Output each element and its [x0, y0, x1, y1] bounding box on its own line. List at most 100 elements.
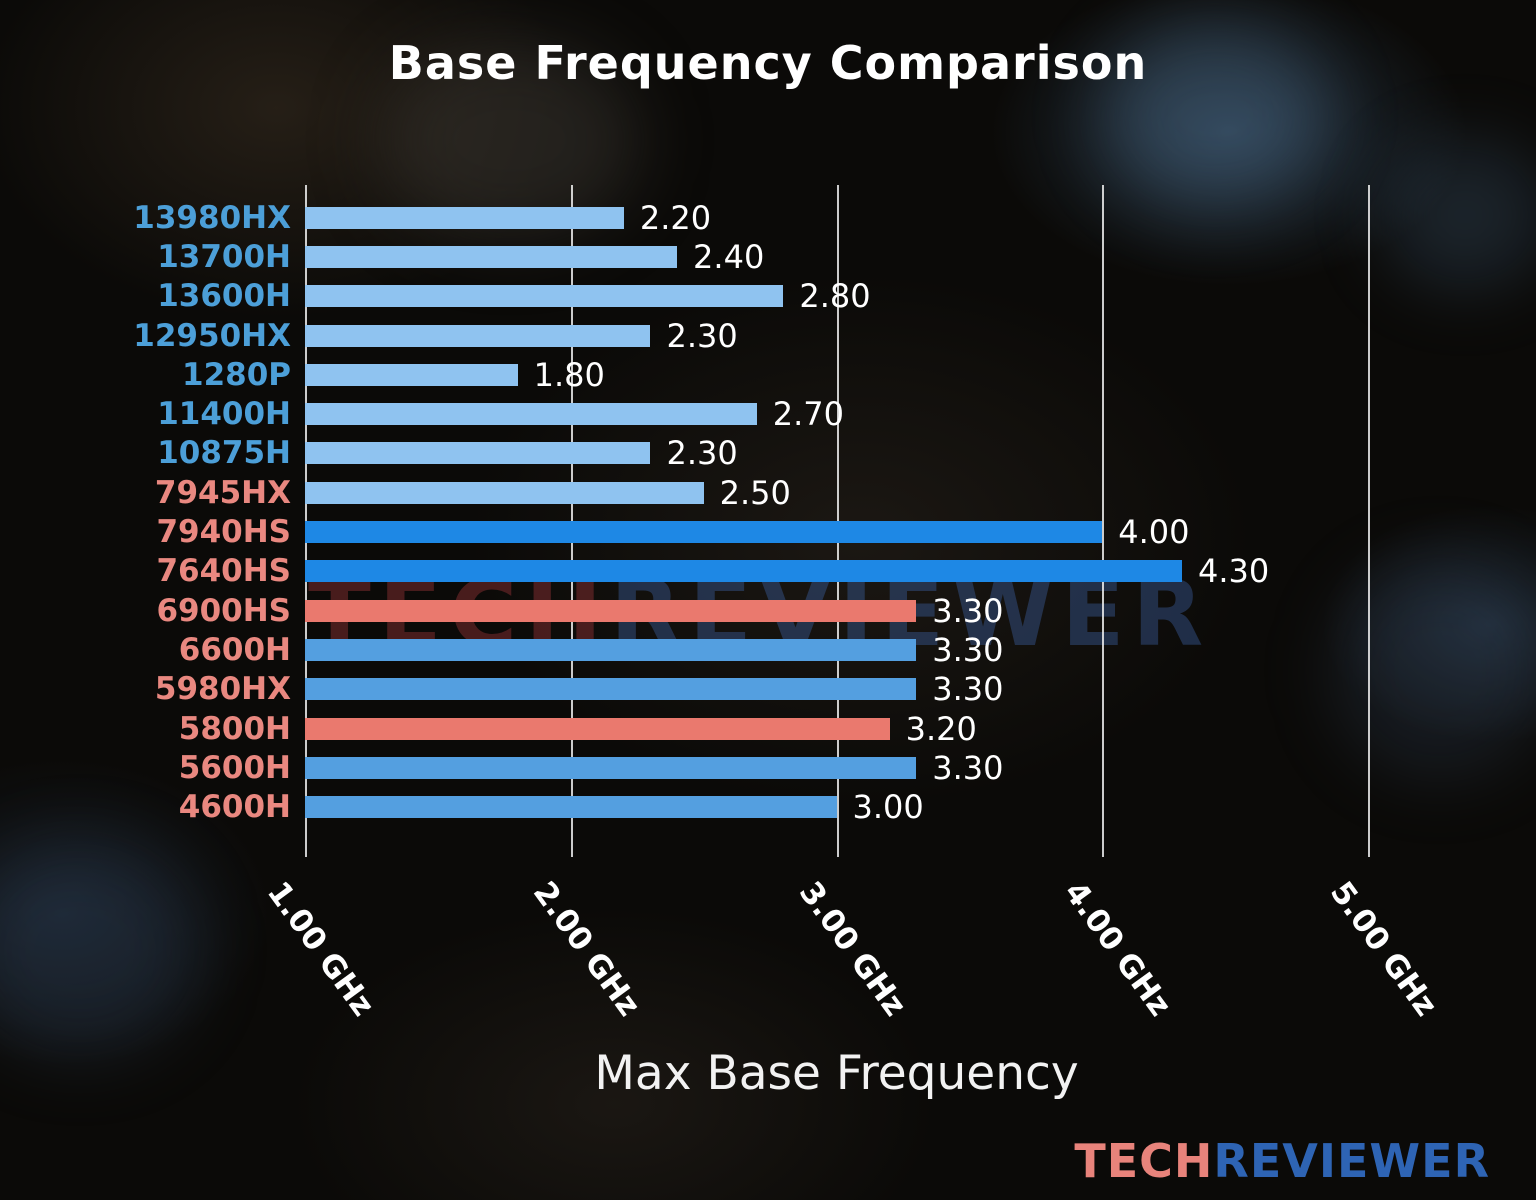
x-tick-label: 3.00 GHz — [791, 875, 913, 1023]
row-plot-area: 2.30 — [305, 434, 1368, 473]
brand-reviewer: REVIEWER — [1213, 1134, 1490, 1188]
gridline — [305, 185, 307, 857]
chart-row: 6900HS 3.30 — [0, 591, 1368, 630]
gridline — [570, 185, 573, 857]
bar — [305, 481, 704, 504]
category-label: 7940HS — [156, 514, 291, 551]
chart-row: 4600H 3.00 — [0, 787, 1368, 826]
bar-value-label: 2.70 — [772, 395, 845, 434]
row-plot-area: 4.30 — [305, 552, 1368, 591]
chart-row: 12950HX 2.30 — [0, 316, 1368, 355]
row-plot-area: 2.50 — [305, 473, 1368, 512]
x-tick-label: 1.00 GHz — [259, 875, 382, 1023]
chart-title: Base Frequency Comparison — [388, 36, 1148, 90]
bar — [305, 442, 651, 465]
category-label: 7945HX — [154, 474, 291, 511]
row-plot-area: 3.30 — [305, 591, 1368, 630]
chart-row: 1280P 1.80 — [0, 355, 1368, 394]
category-label: 13980HX — [133, 199, 291, 236]
bar-value-label: 2.30 — [666, 434, 738, 473]
category-label: 5980HX — [154, 671, 291, 708]
category-label: 6600H — [178, 631, 291, 668]
row-plot-area: 2.80 — [305, 277, 1368, 316]
bar-chart: 13980HX 2.20 13700H 2.40 13600H 2.80 12950HX 2.… — [0, 185, 1444, 1023]
x-axis-ticks: 1.00 GHz 2.00 GHz 3.00 GHz 4.00 GHz 5.00 GHz — [260, 865, 1444, 1145]
category-label: 12950HX — [133, 317, 291, 354]
category-label: 7640HS — [156, 553, 291, 590]
category-label: 6900HS — [156, 592, 291, 629]
chart-row: 5980HX 3.30 — [0, 670, 1368, 709]
gridline — [1102, 185, 1105, 857]
chart-row: 6600H 3.30 — [0, 630, 1368, 669]
bar-value-label: 2.50 — [719, 473, 791, 512]
bar — [305, 363, 518, 386]
bar-value-label: 3.30 — [932, 670, 1004, 709]
bar — [305, 206, 624, 229]
background-bokeh — [1380, 140, 1536, 290]
bar — [305, 285, 784, 308]
bar-value-label: 4.00 — [1118, 513, 1190, 552]
category-label: 5600H — [178, 749, 291, 786]
chart-row: 7640HS 4.30 — [0, 552, 1368, 591]
bar-value-label: 4.30 — [1197, 552, 1270, 591]
row-plot-area: 2.20 — [305, 198, 1368, 237]
bar — [305, 324, 651, 347]
category-label: 5800H — [178, 710, 291, 747]
background-bokeh — [1330, 560, 1536, 780]
bar-value-label: 3.30 — [932, 591, 1004, 630]
chart-row: 7945HX 2.50 — [0, 473, 1368, 512]
bar — [305, 638, 917, 661]
row-plot-area: 3.20 — [305, 709, 1368, 748]
category-label: 10875H — [157, 435, 291, 472]
bar — [305, 756, 917, 779]
bar — [305, 717, 890, 740]
chart-row: 13600H 2.80 — [0, 277, 1368, 316]
brand-tech: TECH — [1074, 1134, 1214, 1188]
gridline — [1368, 185, 1370, 857]
bar — [305, 403, 757, 426]
chart-row: 11400H 2.70 — [0, 394, 1368, 433]
chart-row: 10875H 2.30 — [0, 434, 1368, 473]
chart-row: 5600H 3.30 — [0, 748, 1368, 787]
category-label: 11400H — [157, 396, 291, 433]
x-tick-label: 5.00 GHz — [1322, 875, 1445, 1023]
bar-value-label: 2.40 — [693, 237, 765, 276]
bar — [305, 678, 917, 701]
x-tick-label: 2.00 GHz — [525, 875, 647, 1023]
chart-row: 13700H 2.40 — [0, 237, 1368, 276]
row-plot-area: 4.00 — [305, 512, 1368, 551]
category-label: 4600H — [178, 789, 291, 826]
bar — [305, 599, 917, 622]
bar-value-label: 3.20 — [905, 709, 977, 748]
row-plot-area: 1.80 — [305, 355, 1368, 394]
bar — [305, 521, 1103, 544]
row-plot-area: 2.70 — [305, 394, 1368, 433]
bar-value-label: 3.00 — [852, 788, 924, 827]
category-label: 13700H — [157, 238, 291, 275]
x-tick-label: 4.00 GHz — [1057, 875, 1179, 1023]
bar-value-label: 3.30 — [932, 748, 1004, 787]
chart-row: 13980HX 2.20 — [0, 198, 1368, 237]
bar-value-label: 2.80 — [799, 277, 871, 316]
category-label: 1280P — [182, 356, 291, 393]
row-plot-area: 3.30 — [305, 630, 1368, 669]
row-plot-area: 3.30 — [305, 670, 1368, 709]
gridline — [836, 185, 839, 857]
bar-value-label: 2.30 — [666, 316, 738, 355]
bar-value-label: 3.30 — [932, 630, 1004, 669]
background-bokeh — [0, 840, 200, 1060]
category-label: 13600H — [157, 278, 291, 315]
rows: 13980HX 2.20 13700H 2.40 13600H 2.80 12950HX 2.… — [0, 198, 1368, 827]
brand-logo: TECHREVIEWER — [1074, 1134, 1490, 1188]
bar-value-label: 2.20 — [639, 198, 712, 237]
row-plot-area: 3.00 — [305, 787, 1368, 826]
bar — [305, 796, 837, 819]
x-axis-label: Max Base Frequency — [594, 1046, 1079, 1101]
chart-row: 5800H 3.20 — [0, 709, 1368, 748]
background-bokeh — [1100, 20, 1330, 210]
gridlines — [305, 185, 1370, 857]
row-plot-area: 2.30 — [305, 316, 1368, 355]
bar-value-label: 1.80 — [533, 355, 605, 394]
chart-row: 7940HS 4.00 — [0, 512, 1368, 551]
